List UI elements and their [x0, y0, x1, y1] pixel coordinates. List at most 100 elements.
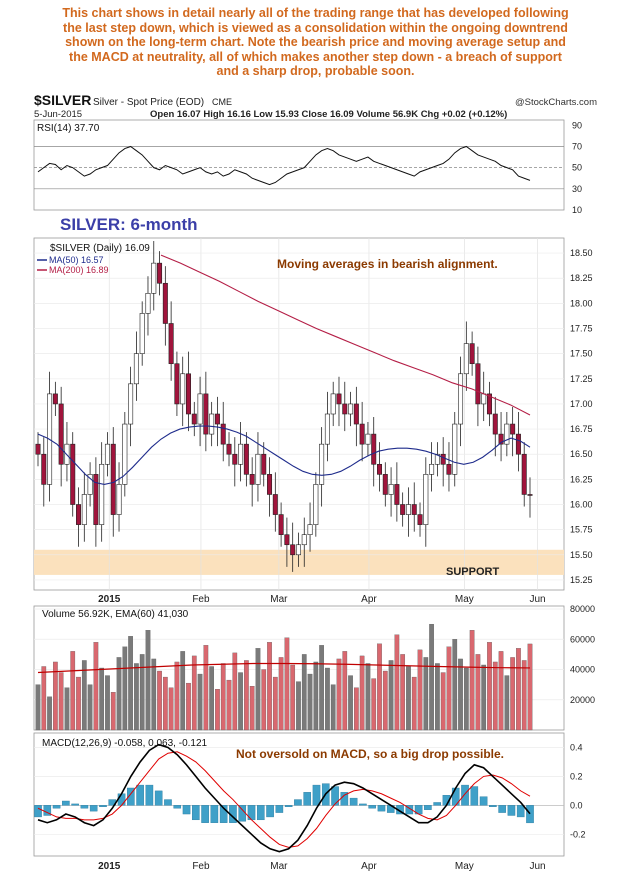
rsi-tick-label: 10: [572, 205, 582, 215]
volume-bar: [400, 654, 406, 731]
volume-bar: [186, 682, 191, 731]
candle: [290, 544, 296, 556]
candle: [504, 423, 510, 445]
candle: [261, 453, 267, 475]
macd-histogram-bar: [489, 805, 497, 808]
volume-bar: [359, 655, 365, 731]
candle: [446, 463, 452, 475]
volume-bar: [70, 651, 76, 731]
candle: [330, 393, 336, 415]
candle: [122, 423, 128, 485]
commentary-line: the MACD at neutrality, all of which mak…: [69, 49, 562, 64]
chart-name: Silver - Spot Price (EOD): [93, 97, 204, 108]
candle: [434, 453, 440, 465]
candle: [394, 484, 400, 505]
macd-histogram-bar: [256, 805, 265, 821]
candle: [382, 474, 388, 495]
chart-exchange: CME: [212, 97, 232, 107]
volume-bar: [336, 658, 342, 731]
volume-bar: [278, 657, 284, 731]
x-axis-label: Feb: [192, 861, 210, 872]
volume-bar: [411, 676, 417, 731]
price-tick-label: 17.50: [570, 349, 593, 359]
candle: [498, 433, 504, 445]
macd-histogram-bar: [284, 805, 293, 808]
macd-histogram-bar: [89, 805, 98, 812]
volume-bar: [53, 661, 58, 731]
price-tick-label: 15.50: [570, 550, 593, 560]
volume-bar: [504, 675, 510, 731]
volume-bar: [116, 657, 122, 731]
ma-bearish-annotation: Moving averages in bearish alignment.: [277, 257, 498, 271]
commentary-line: shown on the long-term chart. Note the b…: [65, 35, 566, 49]
price-tick-label: 16.75: [570, 424, 593, 434]
candle: [255, 453, 261, 485]
macd-histogram-bar: [303, 792, 312, 806]
x-axis-label: Apr: [361, 861, 377, 872]
macd-histogram-bar: [349, 797, 358, 806]
macd-tick-label: -0.2: [570, 829, 586, 839]
volume-panel: 20000 40000 60000 80000 Volume 56.92K, EMA(…: [33, 604, 595, 731]
volume-bar: [105, 675, 110, 731]
macd-histogram-bar: [34, 805, 42, 818]
macd-histogram-bar: [479, 796, 488, 806]
volume-bar: [122, 646, 128, 731]
macd-histogram-bar: [219, 805, 228, 823]
macd-histogram-bar: [210, 805, 219, 823]
chart-title-annotation: SILVER: 6-month: [60, 215, 198, 234]
macd-histogram-bar: [182, 805, 191, 815]
volume-bar: [272, 676, 278, 731]
candle: [76, 504, 82, 525]
candle: [197, 393, 203, 425]
candle: [128, 383, 134, 425]
volume-bar: [435, 663, 440, 731]
macd-histogram-bar: [145, 784, 154, 806]
volume-bar: [342, 651, 348, 731]
volume-bar: [81, 660, 87, 731]
macd-histogram-bar: [80, 805, 89, 809]
candle: [353, 403, 359, 425]
macd-line: [37, 743, 531, 853]
price-tick-label: 17.00: [570, 399, 593, 409]
macd-histogram-bar: [433, 802, 441, 806]
macd-histogram-bar: [405, 805, 414, 815]
macd-histogram-bar: [62, 800, 70, 806]
candle: [452, 423, 458, 475]
volume-bar: [128, 636, 133, 731]
volume-bar: [162, 676, 168, 731]
volume-legend: Volume 56.92K, EMA(60) 41,030: [42, 609, 189, 620]
candle: [267, 474, 273, 495]
volume-bar: [481, 664, 487, 731]
legend-label: MA(200) 16.89: [49, 265, 109, 275]
volume-bar: [58, 672, 64, 731]
price-tick-label: 15.25: [570, 575, 593, 585]
candle: [116, 484, 122, 515]
volume-bar: [290, 664, 296, 731]
volume-bar: [498, 651, 504, 731]
x-axis-label: 2015: [98, 861, 121, 872]
macd-histogram-bar: [526, 805, 534, 824]
candle: [284, 534, 290, 546]
price-x-label: Jun: [529, 594, 545, 605]
volume-bar: [469, 630, 475, 731]
candle: [58, 403, 64, 465]
volume-bar: [197, 673, 203, 731]
macd-histogram-bar: [377, 805, 386, 812]
candle: [371, 433, 377, 465]
rsi-tick-label: 30: [572, 184, 582, 194]
macd-histogram-bar: [99, 805, 107, 808]
volume-tick-label: 20000: [570, 695, 595, 705]
candle: [377, 463, 383, 475]
volume-bar: [157, 670, 162, 731]
candle: [510, 423, 516, 435]
candle: [220, 423, 226, 445]
macd-histogram-bar: [154, 790, 163, 806]
rsi-tick-label: 90: [572, 120, 582, 130]
volume-bar: [330, 684, 336, 731]
rsi-line: [37, 145, 531, 186]
volume-bar: [452, 639, 458, 731]
volume-bar: [475, 654, 481, 731]
macd-histogram-bar: [498, 805, 506, 813]
volume-bar: [76, 676, 81, 731]
volume-bar: [191, 655, 197, 731]
